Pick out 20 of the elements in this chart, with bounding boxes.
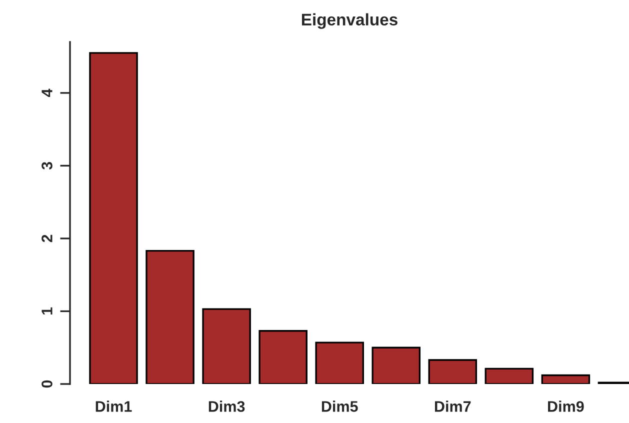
bar: [428, 359, 478, 384]
chart-title: Eigenvalues: [302, 13, 398, 29]
y-tick-label: 4: [42, 88, 52, 97]
x-tick-label: Dim7: [434, 400, 471, 412]
bar: [258, 330, 308, 384]
bar: [484, 368, 534, 384]
x-tick-label: Dim1: [96, 400, 132, 412]
y-tick-label: 2: [42, 234, 52, 242]
y-tick-label: 3: [42, 162, 52, 170]
bar: [202, 308, 251, 384]
bar: [541, 374, 590, 384]
y-tick-label: 1: [42, 307, 52, 315]
bar: [89, 52, 138, 384]
x-tick-label: Dim9: [548, 400, 584, 412]
x-tick-label: Dim3: [208, 400, 245, 412]
bar: [372, 346, 421, 384]
y-tick-label: 0: [42, 380, 52, 388]
bar: [146, 250, 194, 384]
bar: [315, 342, 364, 384]
x-tick-label: Dim5: [322, 400, 358, 412]
